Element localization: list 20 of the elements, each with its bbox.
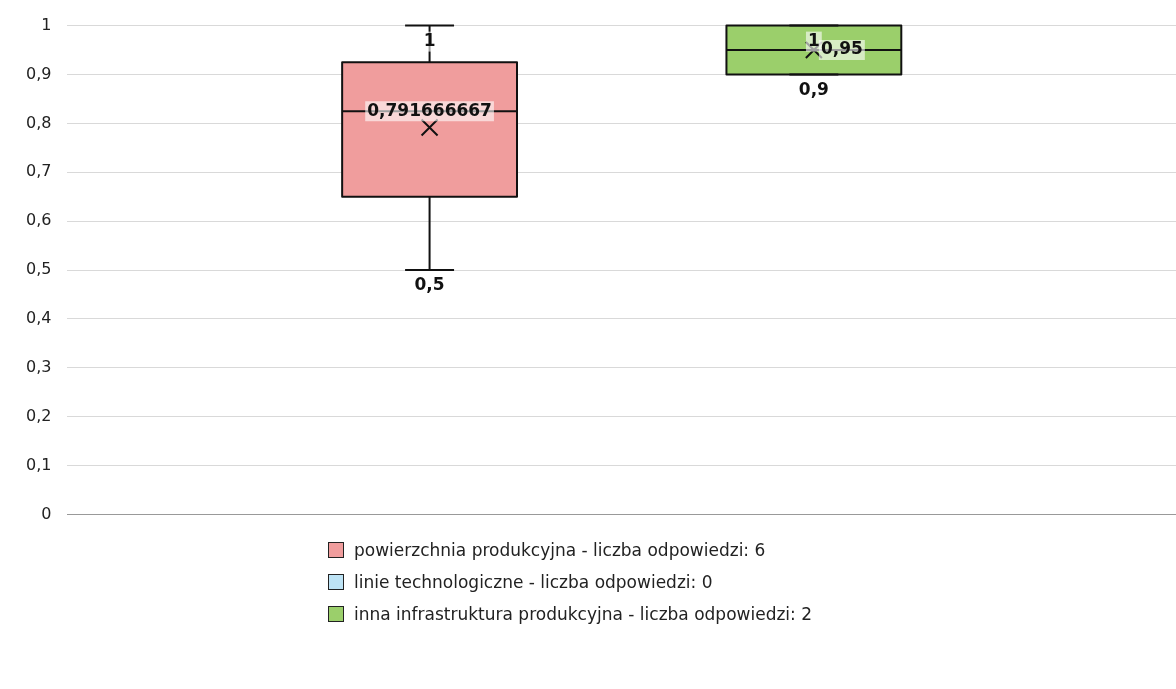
annotation: 0,5: [414, 274, 445, 295]
y-tick-label: 0,9: [25, 63, 52, 83]
annotation: 1: [423, 30, 436, 51]
legend-label: inna infrastruktura produkcyjna - liczba odpowiedzi: 2: [354, 604, 813, 624]
y-tick-label: 0,8: [25, 112, 52, 132]
y-tick-label: 0: [41, 503, 52, 523]
y-tick-label: 0,2: [25, 405, 52, 425]
y-tick-label: 0,4: [25, 308, 52, 328]
y-tick-label: 0,3: [25, 356, 52, 376]
annotation: 0,9: [798, 78, 829, 99]
y-tick-label: 0,5: [25, 259, 52, 279]
y-tick-label: 1: [41, 14, 52, 34]
annotation: 1: [807, 30, 820, 51]
legend-label: linie technologiczne - liczba odpowiedzi: 0: [354, 572, 713, 592]
y-tick-label: 0,6: [25, 210, 52, 230]
y-tick-label: 0,7: [25, 161, 52, 181]
annotation: 0,95: [820, 38, 863, 59]
annotation: 0,791666667: [367, 99, 492, 120]
y-tick-label: 0,1: [25, 454, 52, 474]
legend-label: powierzchnia produkcyjna - liczba odpowiedzi: 6: [354, 540, 766, 560]
